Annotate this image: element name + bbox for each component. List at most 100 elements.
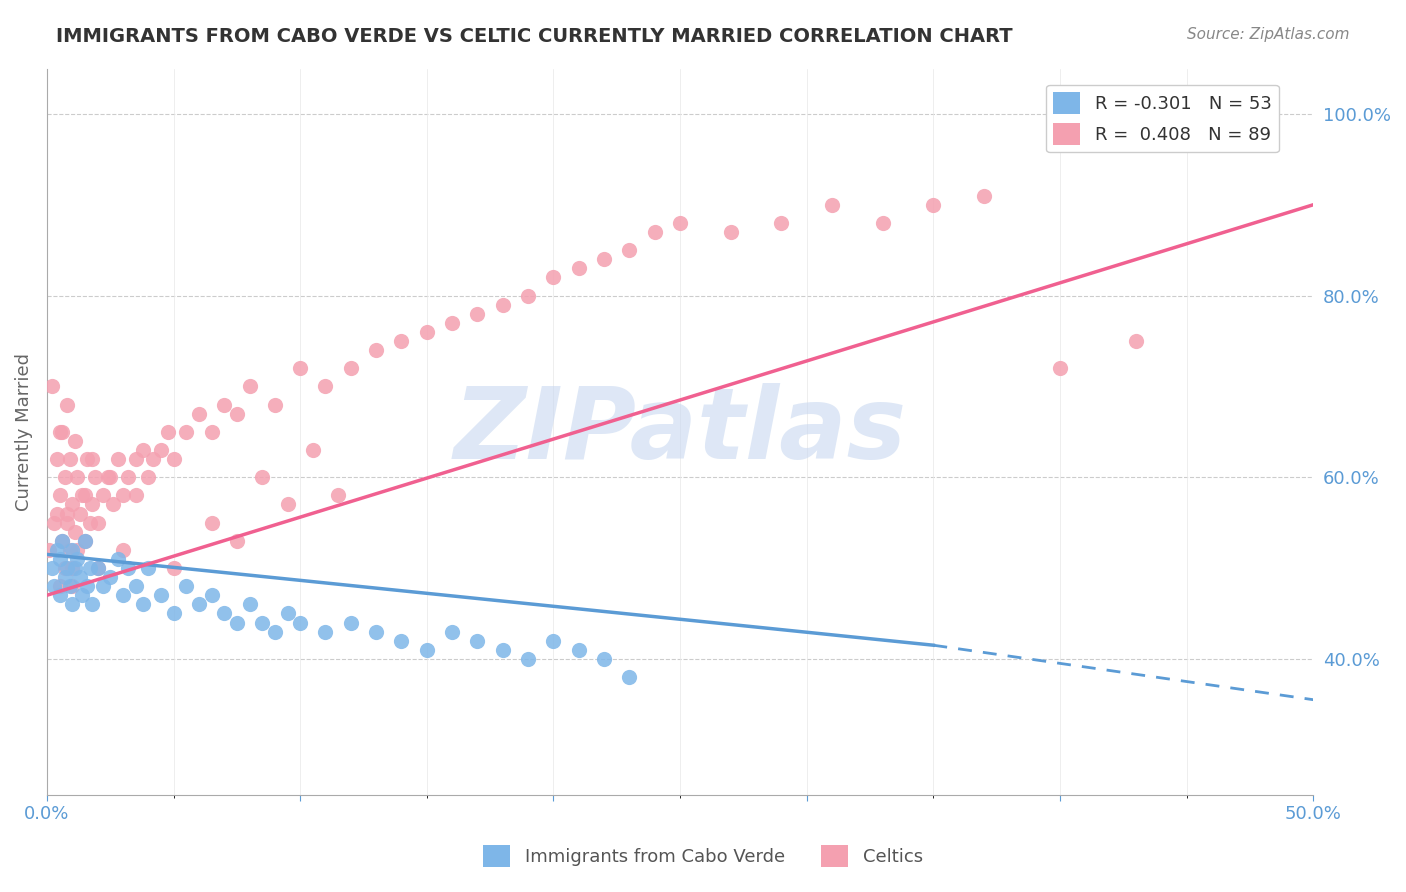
- Point: [467, 633, 489, 648]
- Point: [136, 470, 159, 484]
- Point: [56, 516, 79, 530]
- Point: [76, 579, 98, 593]
- Point: [416, 642, 439, 657]
- Point: [200, 425, 222, 439]
- Point: [66, 552, 89, 566]
- Point: [821, 198, 844, 212]
- Point: [51, 533, 73, 548]
- Y-axis label: Currently Married: Currently Married: [15, 353, 32, 511]
- Point: [250, 615, 273, 630]
- Point: [73, 533, 96, 548]
- Point: [340, 361, 363, 376]
- Point: [315, 379, 337, 393]
- Point: [441, 624, 464, 639]
- Point: [132, 598, 155, 612]
- Point: [187, 598, 209, 612]
- Point: [132, 442, 155, 457]
- Point: [46, 507, 69, 521]
- Point: [53, 470, 76, 484]
- Point: [593, 652, 616, 666]
- Point: [162, 607, 184, 621]
- Point: [51, 533, 73, 548]
- Point: [97, 470, 120, 484]
- Point: [1049, 361, 1071, 376]
- Point: [111, 488, 134, 502]
- Point: [48, 552, 70, 566]
- Point: [162, 561, 184, 575]
- Point: [60, 561, 83, 575]
- Point: [124, 488, 146, 502]
- Point: [238, 379, 260, 393]
- Point: [56, 398, 79, 412]
- Point: [59, 579, 82, 593]
- Point: [60, 498, 83, 512]
- Point: [46, 452, 69, 467]
- Point: [568, 261, 591, 276]
- Point: [63, 561, 86, 575]
- Point: [315, 624, 337, 639]
- Point: [301, 442, 323, 457]
- Point: [107, 552, 129, 566]
- Point: [619, 243, 641, 257]
- Text: IMMIGRANTS FROM CABO VERDE VS CELTIC CURRENTLY MARRIED CORRELATION CHART: IMMIGRANTS FROM CABO VERDE VS CELTIC CUR…: [56, 27, 1012, 45]
- Point: [72, 588, 94, 602]
- Point: [225, 615, 247, 630]
- Point: [107, 452, 129, 467]
- Point: [73, 533, 96, 548]
- Point: [79, 561, 101, 575]
- Point: [619, 670, 641, 684]
- Point: [86, 516, 108, 530]
- Point: [46, 542, 69, 557]
- Text: ZIPatlas: ZIPatlas: [454, 384, 907, 480]
- Point: [238, 598, 260, 612]
- Point: [340, 615, 363, 630]
- Point: [48, 588, 70, 602]
- Point: [60, 598, 83, 612]
- Point: [149, 588, 172, 602]
- Point: [517, 652, 540, 666]
- Point: [136, 561, 159, 575]
- Point: [38, 542, 60, 557]
- Point: [174, 579, 197, 593]
- Point: [212, 607, 235, 621]
- Point: [53, 561, 76, 575]
- Point: [72, 488, 94, 502]
- Point: [212, 398, 235, 412]
- Point: [66, 542, 89, 557]
- Legend: R = -0.301   N = 53, R =  0.408   N = 89: R = -0.301 N = 53, R = 0.408 N = 89: [1046, 85, 1279, 153]
- Point: [492, 298, 515, 312]
- Point: [263, 624, 285, 639]
- Point: [48, 579, 70, 593]
- Point: [366, 624, 388, 639]
- Point: [391, 633, 413, 648]
- Point: [517, 288, 540, 302]
- Point: [669, 216, 692, 230]
- Point: [366, 343, 388, 357]
- Point: [200, 588, 222, 602]
- Point: [543, 270, 565, 285]
- Point: [60, 579, 83, 593]
- Point: [872, 216, 894, 230]
- Point: [250, 470, 273, 484]
- Point: [51, 425, 73, 439]
- Point: [117, 470, 139, 484]
- Point: [86, 561, 108, 575]
- Point: [101, 498, 124, 512]
- Point: [124, 452, 146, 467]
- Point: [69, 507, 91, 521]
- Point: [720, 225, 742, 239]
- Point: [60, 542, 83, 557]
- Point: [276, 607, 298, 621]
- Point: [86, 561, 108, 575]
- Point: [416, 325, 439, 339]
- Point: [41, 561, 63, 575]
- Point: [56, 561, 79, 575]
- Point: [79, 516, 101, 530]
- Point: [200, 516, 222, 530]
- Point: [225, 407, 247, 421]
- Point: [82, 452, 104, 467]
- Point: [492, 642, 515, 657]
- Point: [263, 398, 285, 412]
- Point: [44, 516, 66, 530]
- Point: [73, 488, 96, 502]
